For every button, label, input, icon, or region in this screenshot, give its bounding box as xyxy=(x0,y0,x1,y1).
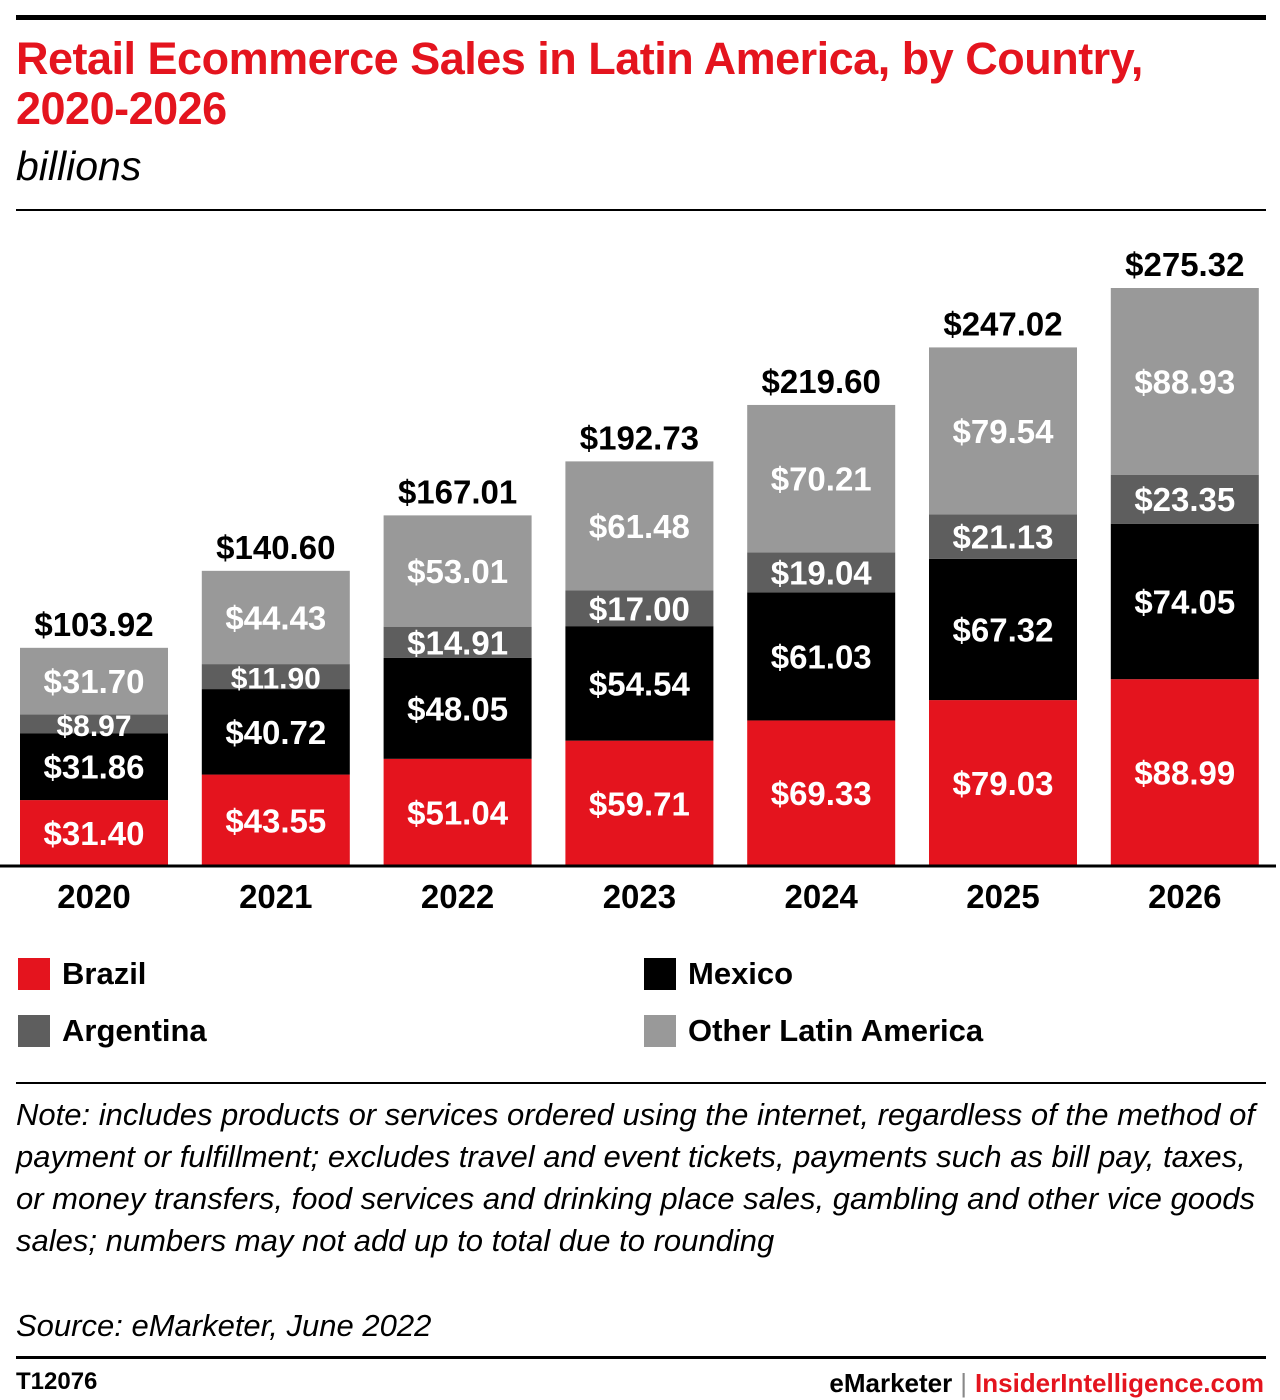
x-tick-label-2026: 2026 xyxy=(1148,878,1221,915)
total-label-2022: $167.01 xyxy=(398,473,517,510)
data-label-argentina-2025: $21.13 xyxy=(953,519,1054,556)
x-tick-label-2023: 2023 xyxy=(603,878,676,915)
data-label-mexico-2026: $74.05 xyxy=(1134,583,1235,620)
total-label-2021: $140.60 xyxy=(216,529,335,566)
data-label-other-latin-america-2026: $88.93 xyxy=(1134,363,1235,400)
x-tick-label-2021: 2021 xyxy=(239,878,312,915)
total-label-2026: $275.32 xyxy=(1125,246,1244,283)
data-label-brazil-2024: $69.33 xyxy=(771,775,872,812)
bar-segment-argentina-2020 xyxy=(20,714,168,734)
bar-segment-mexico-2026 xyxy=(1110,523,1259,680)
chart-subtitle: billions xyxy=(16,143,142,189)
data-label-mexico-2024: $61.03 xyxy=(771,638,872,675)
chart-id: T12076 xyxy=(16,1368,98,1395)
bar-segment-argentina-2022 xyxy=(383,626,532,658)
total-label-2023: $192.73 xyxy=(580,419,699,456)
legend-label-argentina: Argentina xyxy=(62,1013,207,1048)
data-label-other-latin-america-2024: $70.21 xyxy=(771,461,872,498)
total-label-2025: $247.02 xyxy=(943,305,1062,342)
footer-brand: eMarketer | InsiderIntelligence.com xyxy=(829,1368,1264,1399)
legend-swatch-other-latin-america xyxy=(644,1015,676,1047)
bar-segment-mexico-2025 xyxy=(929,558,1077,701)
bar-segment-other-latin-america-2026 xyxy=(1110,288,1259,475)
data-label-brazil-2020: $31.40 xyxy=(44,815,145,852)
data-label-other-latin-america-2023: $61.48 xyxy=(589,508,690,545)
top-rule xyxy=(16,15,1266,20)
bar-segment-other-latin-america-2020 xyxy=(20,647,168,715)
bar-segment-argentina-2024 xyxy=(747,552,896,593)
total-label-2020: $103.92 xyxy=(34,606,153,643)
brand-separator: | xyxy=(960,1368,968,1398)
legend-label-mexico: Mexico xyxy=(688,956,794,991)
chart-note: Note: includes products or services orde… xyxy=(16,1097,1255,1258)
bar-segment-brazil-2025 xyxy=(929,700,1077,866)
bar-segment-brazil-2023 xyxy=(565,740,714,866)
brand-insider-intelligence: InsiderIntelligence.com xyxy=(975,1368,1264,1398)
data-label-argentina-2026: $23.35 xyxy=(1134,481,1235,518)
data-label-argentina-2024: $19.04 xyxy=(771,554,873,591)
bar-segment-mexico-2023 xyxy=(565,626,714,741)
x-tick-label-2024: 2024 xyxy=(784,878,858,915)
legend-label-brazil: Brazil xyxy=(62,956,147,991)
legend-swatch-argentina xyxy=(18,1015,50,1047)
chart-title: Retail Ecommerce Sales in Latin America,… xyxy=(16,33,1143,134)
legend-item-brazil: Brazil xyxy=(18,956,146,992)
bar-segment-other-latin-america-2025 xyxy=(929,347,1077,515)
data-label-mexico-2022: $48.05 xyxy=(407,690,508,727)
data-label-other-latin-america-2022: $53.01 xyxy=(407,553,508,590)
legend-swatch-mexico xyxy=(644,958,676,990)
bar-segment-other-latin-america-2024 xyxy=(747,404,896,553)
bar-segment-brazil-2024 xyxy=(747,720,896,866)
data-label-other-latin-america-2025: $79.54 xyxy=(953,413,1055,450)
bar-segment-brazil-2021 xyxy=(201,774,350,866)
bar-segment-brazil-2026 xyxy=(1110,679,1259,866)
data-label-other-latin-america-2020: $31.70 xyxy=(44,663,145,700)
bar-segment-other-latin-america-2023 xyxy=(565,461,714,591)
legend-swatch-brazil xyxy=(18,958,50,990)
title-divider xyxy=(16,209,1266,211)
chart-source: Source: eMarketer, June 2022 xyxy=(16,1308,432,1343)
note-divider xyxy=(16,1082,1266,1084)
legend-item-mexico: Mexico xyxy=(644,956,793,992)
data-label-argentina-2022: $14.91 xyxy=(407,624,508,661)
x-tick-label-2025: 2025 xyxy=(966,878,1039,915)
bar-segment-brazil-2022 xyxy=(383,758,532,866)
data-label-other-latin-america-2021: $44.43 xyxy=(225,599,326,636)
data-label-argentina-2020: $8.97 xyxy=(56,710,131,743)
data-label-brazil-2023: $59.71 xyxy=(589,785,690,822)
bar-segment-other-latin-america-2022 xyxy=(383,515,532,627)
data-label-argentina-2021: $11.90 xyxy=(231,663,321,696)
bar-segment-argentina-2021 xyxy=(201,664,350,690)
bar-segment-argentina-2026 xyxy=(1110,474,1259,524)
bar-segment-mexico-2020 xyxy=(20,733,168,801)
bar-segment-argentina-2025 xyxy=(929,514,1077,559)
bar-segment-other-latin-america-2021 xyxy=(201,570,350,665)
data-label-mexico-2020: $31.86 xyxy=(44,749,145,786)
x-tick-label-2020: 2020 xyxy=(57,878,130,915)
data-label-mexico-2025: $67.32 xyxy=(953,611,1054,648)
bar-segment-mexico-2024 xyxy=(747,592,896,721)
bar-segment-mexico-2022 xyxy=(383,657,532,759)
data-label-brazil-2026: $88.99 xyxy=(1134,755,1235,792)
bar-segment-brazil-2020 xyxy=(20,800,168,866)
bar-segment-mexico-2021 xyxy=(201,689,350,775)
data-label-mexico-2021: $40.72 xyxy=(225,714,326,751)
data-label-brazil-2022: $51.04 xyxy=(407,794,509,831)
legend-item-other-latin-america: Other Latin America xyxy=(644,1013,983,1049)
data-label-brazil-2021: $43.55 xyxy=(225,802,326,839)
x-tick-label-2022: 2022 xyxy=(421,878,494,915)
legend-item-argentina: Argentina xyxy=(18,1013,207,1049)
chart-legend: Brazil Mexico Argentina Other Latin Amer… xyxy=(0,948,1280,1068)
brand-emarketer: eMarketer xyxy=(829,1368,953,1398)
data-label-argentina-2023: $17.00 xyxy=(589,590,690,627)
data-label-mexico-2023: $54.54 xyxy=(589,665,691,702)
data-label-brazil-2025: $79.03 xyxy=(953,765,1054,802)
bar-segment-argentina-2023 xyxy=(565,590,714,627)
legend-label-other-latin-america: Other Latin America xyxy=(688,1013,984,1048)
stacked-bar-chart: $31.40 $31.86 $8.97 $31.70 $103.92 2020 $43.55… xyxy=(0,246,1276,915)
total-label-2024: $219.60 xyxy=(762,363,881,400)
footer-rule xyxy=(16,1356,1266,1359)
